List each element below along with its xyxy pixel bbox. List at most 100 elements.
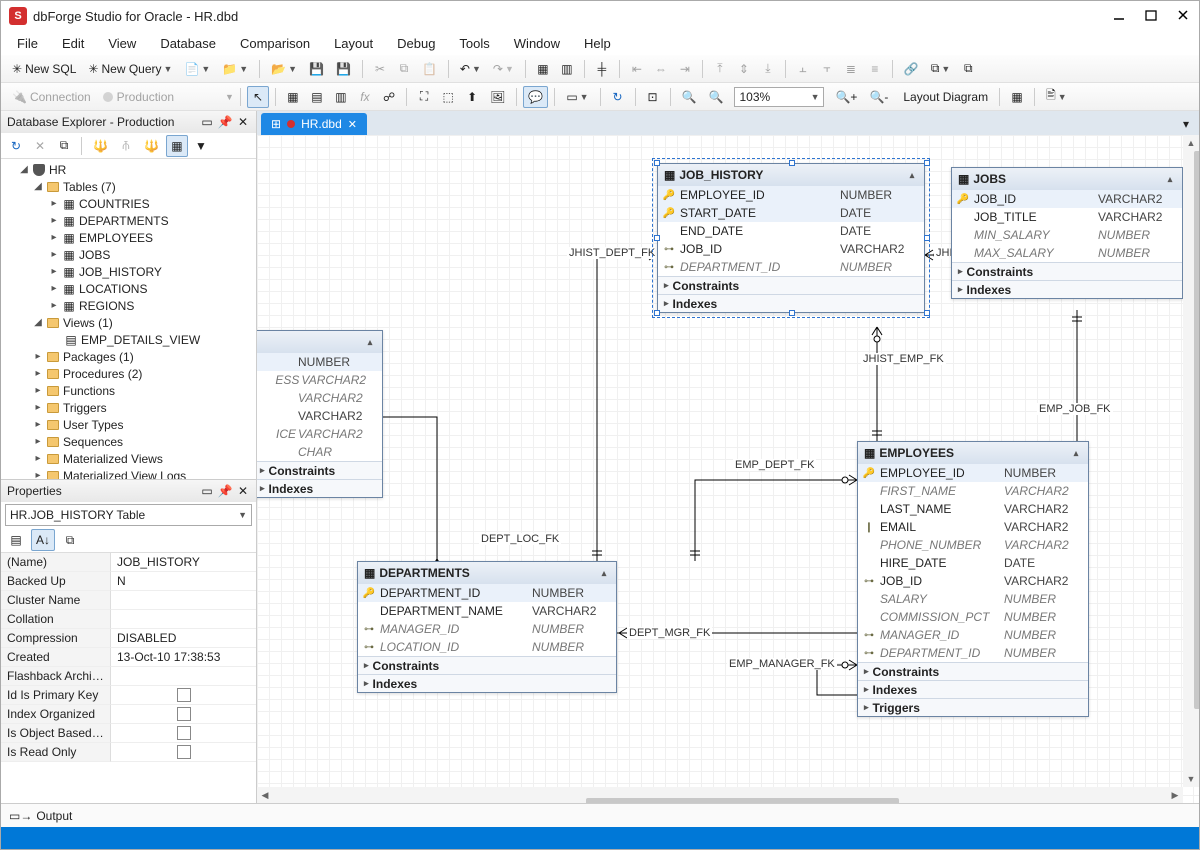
column-row[interactable]: VARCHAR2	[257, 389, 382, 407]
tree-table-item[interactable]: ▸▦REGIONS	[1, 297, 256, 314]
menu-tools[interactable]: Tools	[449, 33, 499, 54]
column-row[interactable]: ⊶JOB_IDVARCHAR2	[658, 240, 924, 258]
entity-header[interactable]: ▦DEPARTMENTS▴	[358, 562, 616, 584]
column-row[interactable]: DEPARTMENT_NAMEVARCHAR2	[358, 602, 616, 620]
menu-help[interactable]: Help	[574, 33, 621, 54]
column-row[interactable]: MAX_SALARYNUMBER	[952, 244, 1182, 262]
tb-btn[interactable]: ⫚	[115, 135, 137, 157]
diagram-canvas[interactable]: JHIST_DEPT_FK JHIST_JOB_FK JHIST_EMP_FK …	[257, 135, 1199, 803]
save-all-button[interactable]: 💾	[331, 58, 356, 80]
tree-table-item[interactable]: ▸▦JOB_HISTORY	[1, 263, 256, 280]
menu-edit[interactable]: Edit	[52, 33, 94, 54]
column-row[interactable]: 🔑EMPLOYEE_IDNUMBER	[858, 464, 1088, 482]
tree-table-item[interactable]: ▸▦JOBS	[1, 246, 256, 263]
entity-job_history[interactable]: ▦JOB_HISTORY▴🔑EMPLOYEE_IDNUMBER🔑START_DA…	[657, 163, 925, 313]
property-object-select[interactable]: HR.JOB_HISTORY Table▼	[5, 504, 252, 526]
collapse-icon[interactable]: ▴	[598, 567, 610, 579]
tb-btn[interactable]: 🖼	[485, 86, 510, 108]
column-row[interactable]: ⊶MANAGER_IDNUMBER	[858, 626, 1088, 644]
undo-button[interactable]: ↶▼	[455, 58, 486, 80]
redo-button[interactable]: ↷▼	[488, 58, 519, 80]
tb-btn[interactable]: ⫠	[792, 58, 814, 80]
tree-folder-item[interactable]: ▸Sequences	[1, 433, 256, 450]
tb-btn[interactable]: ⫟	[816, 58, 838, 80]
tb-btn[interactable]: A↓	[31, 529, 55, 551]
zoom-btn[interactable]: 🔍	[704, 86, 729, 108]
align-left-button[interactable]: ⇤	[626, 58, 648, 80]
property-row[interactable]: Index Organized	[1, 705, 256, 724]
column-row[interactable]: ⊶DEPARTMENT_IDNUMBER	[858, 644, 1088, 662]
entity-section[interactable]: ▸Indexes	[257, 479, 382, 497]
column-row[interactable]: ESSVARCHAR2	[257, 371, 382, 389]
tb-btn[interactable]: ▦	[532, 58, 554, 80]
collapse-icon[interactable]: ▴	[1164, 173, 1176, 185]
refresh-button[interactable]: ↻	[5, 135, 27, 157]
tb-btn[interactable]: ▦	[1006, 86, 1028, 108]
column-row[interactable]: END_DATEDATE	[658, 222, 924, 240]
align-middle-button[interactable]: ⇕	[733, 58, 755, 80]
column-row[interactable]: ⊶LOCATION_IDNUMBER	[358, 638, 616, 656]
tab-hr-dbd[interactable]: ⊞ HR.dbd ✕	[261, 113, 367, 135]
tree-folder-item[interactable]: ▸Packages (1)	[1, 348, 256, 365]
tb-btn[interactable]: 🔱	[139, 135, 164, 157]
column-row[interactable]: ❙EMAILVARCHAR2	[858, 518, 1088, 536]
filter-button[interactable]: ▼	[190, 135, 212, 157]
close-tab-icon[interactable]: ✕	[348, 118, 357, 131]
refresh-button[interactable]: ↻	[607, 86, 629, 108]
close-panel-icon[interactable]: ✕	[236, 115, 250, 129]
column-row[interactable]: ⊶DEPARTMENT_IDNUMBER	[658, 258, 924, 276]
column-row[interactable]: PHONE_NUMBERVARCHAR2	[858, 536, 1088, 554]
column-row[interactable]: ICEVARCHAR2	[257, 425, 382, 443]
tb-btn[interactable]: ⧉▼	[926, 58, 956, 80]
tb-btn[interactable]: 📄▼	[179, 58, 215, 80]
menu-database[interactable]: Database	[150, 33, 226, 54]
column-row[interactable]: NUMBER	[257, 353, 382, 371]
entity-section[interactable]: ▸Constraints	[358, 656, 616, 674]
tb-btn[interactable]: ▥	[330, 86, 352, 108]
property-row[interactable]: CompressionDISABLED	[1, 629, 256, 648]
menu-file[interactable]: File	[7, 33, 48, 54]
property-row[interactable]: Backed UpN	[1, 572, 256, 591]
close-button[interactable]	[1177, 9, 1191, 23]
tooltip-toggle[interactable]: 💬	[523, 86, 548, 108]
collapse-icon[interactable]: ▴	[906, 169, 918, 181]
align-center-button[interactable]: ⇔	[650, 58, 672, 80]
menu-window[interactable]: Window	[504, 33, 570, 54]
entity-section[interactable]: ▸Indexes	[858, 680, 1088, 698]
property-row[interactable]: Is Object Based ...	[1, 724, 256, 743]
layout-diagram-button[interactable]: Layout Diagram	[895, 86, 993, 108]
tb-btn[interactable]: ⬚	[437, 86, 459, 108]
tabs-menu[interactable]: ▾	[1175, 113, 1197, 135]
tb-btn[interactable]: ⊡	[642, 86, 664, 108]
tb-btn[interactable]: ▭▼	[561, 86, 593, 108]
column-row[interactable]: 🔑JOB_IDVARCHAR2	[952, 190, 1182, 208]
tb-btn[interactable]: 🔱	[88, 135, 113, 157]
entity-section[interactable]: ▸Triggers	[858, 698, 1088, 716]
tb-btn[interactable]: ▥	[556, 58, 578, 80]
align-top-button[interactable]: ⤒	[709, 58, 731, 80]
tb-btn[interactable]: ▦	[166, 135, 188, 157]
column-row[interactable]: ⊶MANAGER_IDNUMBER	[358, 620, 616, 638]
menu-view[interactable]: View	[98, 33, 146, 54]
column-row[interactable]: LAST_NAMEVARCHAR2	[858, 500, 1088, 518]
menu-layout[interactable]: Layout	[324, 33, 383, 54]
column-row[interactable]: 🔑DEPARTMENT_IDNUMBER	[358, 584, 616, 602]
window-pos-icon[interactable]: ▭	[200, 484, 214, 498]
paste-button[interactable]: 📋	[417, 58, 442, 80]
tree-folder-item[interactable]: ▸Triggers	[1, 399, 256, 416]
entity-anon[interactable]: ▴NUMBERESSVARCHAR2VARCHAR2VARCHAR2ICEVAR…	[257, 330, 383, 498]
entity-section[interactable]: ▸Constraints	[952, 262, 1182, 280]
column-row[interactable]: HIRE_DATEDATE	[858, 554, 1088, 572]
tree-table-item[interactable]: ▸▦LOCATIONS	[1, 280, 256, 297]
column-row[interactable]: COMMISSION_PCTNUMBER	[858, 608, 1088, 626]
entity-section[interactable]: ▸Constraints	[658, 276, 924, 294]
minimize-button[interactable]	[1113, 9, 1127, 23]
entity-header[interactable]: ▦JOBS▴	[952, 168, 1182, 190]
cut-button[interactable]: ✂	[369, 58, 391, 80]
output-panel-toggle[interactable]: ▭→ Output	[1, 803, 1199, 827]
tb-btn[interactable]: 🔗	[899, 58, 924, 80]
column-row[interactable]: SALARYNUMBER	[858, 590, 1088, 608]
column-row[interactable]: CHAR	[257, 443, 382, 461]
column-row[interactable]: FIRST_NAMEVARCHAR2	[858, 482, 1088, 500]
new-query-button[interactable]: ✳New Query▼	[83, 58, 177, 80]
